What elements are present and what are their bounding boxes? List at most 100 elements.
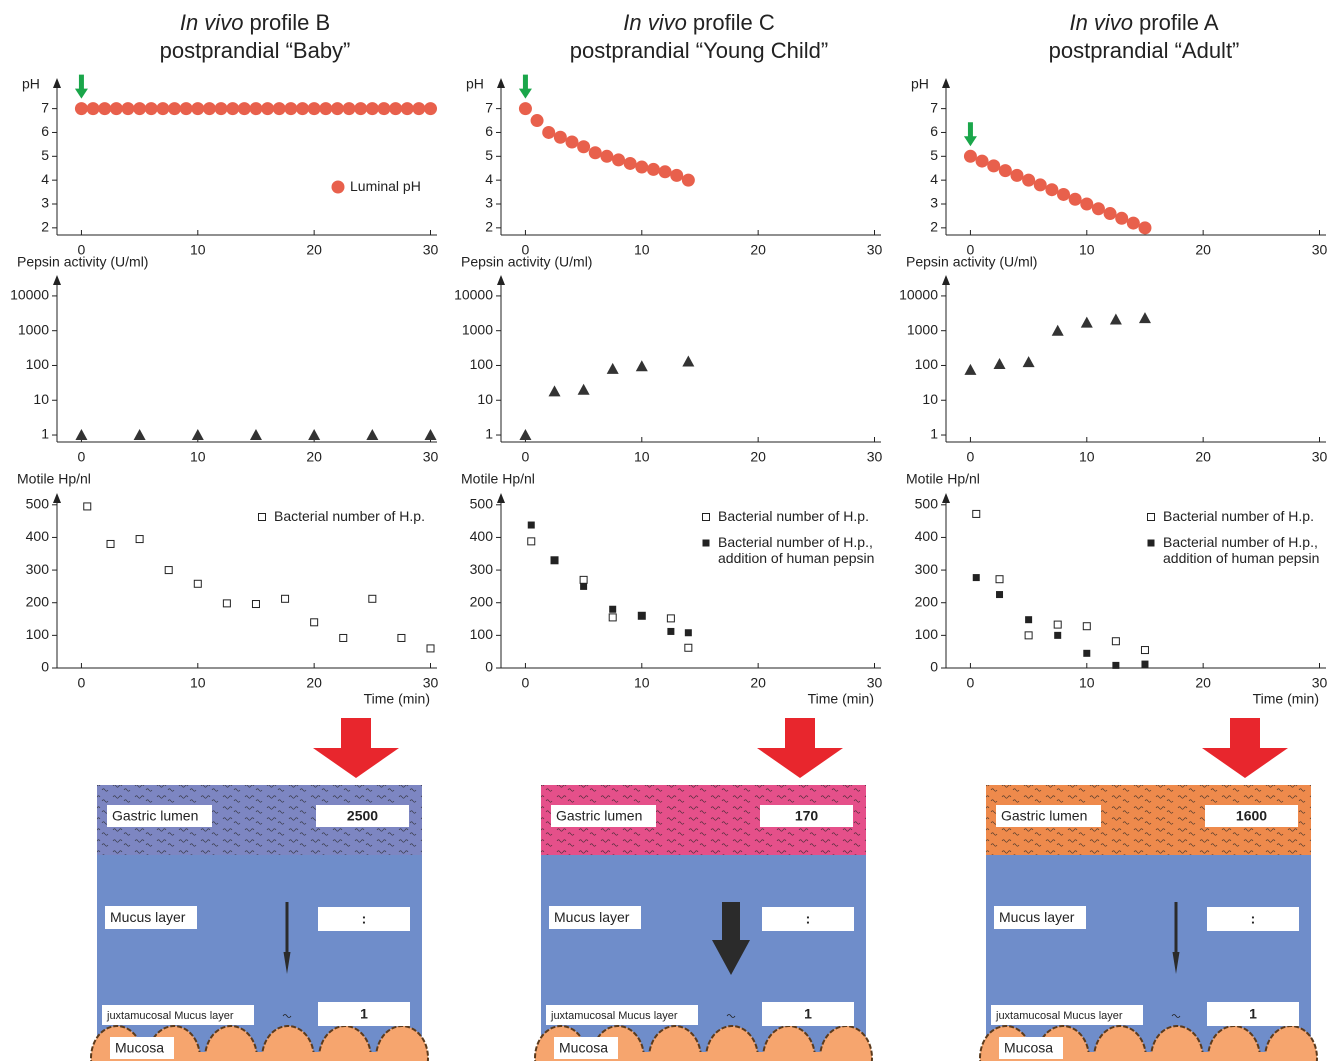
point (282, 595, 289, 602)
point (75, 102, 88, 115)
y-tick-label: 10000 (899, 287, 938, 303)
point (180, 102, 193, 115)
y-axis-label: Pepsin activity (U/ml) (906, 254, 1037, 270)
y-axis-label: Pepsin activity (U/ml) (17, 254, 148, 270)
y-axis-label: pH (22, 76, 40, 92)
point (296, 102, 309, 115)
y-axis-arrow (942, 275, 950, 285)
x-tick-label: 30 (1312, 675, 1328, 691)
point (331, 102, 344, 115)
red-arrow (757, 718, 843, 778)
point (1025, 616, 1032, 623)
x-tick-label: 20 (306, 675, 322, 691)
point (194, 580, 201, 587)
point (996, 576, 1003, 583)
point (1110, 313, 1122, 324)
x-tick-label: 30 (423, 242, 439, 258)
point (996, 591, 1003, 598)
point (84, 503, 91, 510)
y-tick-label: 100 (915, 356, 939, 372)
point (612, 153, 625, 166)
legend-entry: Bacterial number of H.p. (274, 508, 454, 548)
x-tick-label: 0 (78, 449, 86, 465)
point (252, 601, 259, 608)
y-tick-label: 10 (477, 391, 493, 407)
point (1104, 207, 1117, 220)
y-axis-label: pH (466, 76, 484, 92)
mucus-value: : (806, 911, 811, 927)
x-tick-label: 0 (522, 449, 530, 465)
point (577, 140, 590, 153)
point (87, 102, 100, 115)
lumen-value: 2500 (347, 808, 378, 824)
point (203, 102, 216, 115)
y-tick-label: 3 (41, 195, 49, 211)
title-rest: profile C (693, 10, 775, 35)
y-tick-label: 1000 (462, 321, 493, 337)
subtitle: postprandial “Young Child” (570, 38, 828, 63)
title-italic: In vivo (1069, 10, 1133, 35)
x-tick-label: 30 (867, 449, 883, 465)
y-tick-label: 200 (470, 593, 494, 609)
red-arrow (313, 718, 399, 778)
point (340, 634, 347, 641)
point (273, 102, 286, 115)
point (215, 102, 228, 115)
point (343, 102, 356, 115)
y-tick-label: 7 (41, 99, 49, 115)
point (366, 102, 379, 115)
point (987, 159, 1000, 172)
point (1080, 198, 1093, 211)
y-tick-label: 4 (41, 171, 49, 187)
point (647, 163, 660, 176)
y-tick-label: 100 (915, 626, 939, 642)
mucus-value: : (362, 911, 367, 927)
y-tick-label: 400 (26, 528, 50, 544)
point (1069, 193, 1082, 206)
y-tick-label: 4 (930, 171, 938, 187)
y-tick-label: 300 (470, 561, 494, 577)
mucus (986, 855, 1311, 1061)
title-rest: profile B (249, 10, 330, 35)
point (1052, 325, 1064, 336)
point (549, 385, 561, 396)
point (659, 165, 672, 178)
y-tick-label: 100 (26, 356, 50, 372)
point (238, 102, 251, 115)
y-tick-label: 200 (915, 593, 939, 609)
point (156, 102, 169, 115)
x-tick-label: 20 (306, 242, 322, 258)
point (580, 576, 587, 583)
point (133, 102, 146, 115)
x-tick-label: 30 (1312, 242, 1328, 258)
x-tick-label: 20 (306, 449, 322, 465)
legend-marker (259, 514, 266, 521)
subtitle: postprandial “Adult” (1049, 38, 1240, 63)
y-tick-label: 400 (915, 528, 939, 544)
point (528, 522, 535, 529)
point (377, 102, 390, 115)
y-tick-label: 500 (470, 495, 494, 511)
mucus-label: Mucus layer (110, 909, 186, 925)
y-tick-label: 2 (930, 219, 938, 235)
red-arrow (1202, 718, 1288, 778)
point (249, 102, 262, 115)
y-tick-label: 10 (33, 391, 49, 407)
lumen-value: 170 (795, 808, 819, 824)
point (165, 567, 172, 574)
point (1023, 356, 1035, 367)
y-tick-label: 0 (485, 659, 493, 675)
point (1141, 661, 1148, 668)
y-tick-label: 3 (485, 195, 493, 211)
point (311, 619, 318, 626)
point (107, 540, 114, 547)
point (192, 429, 204, 440)
mucus-label: Mucus layer (554, 909, 630, 925)
point (519, 429, 531, 440)
point (1112, 662, 1119, 669)
y-tick-label: 4 (485, 171, 493, 187)
legend-text: Bacterial number of H.p., addition of hu… (718, 534, 898, 566)
point (1141, 647, 1148, 654)
point (1022, 174, 1035, 187)
